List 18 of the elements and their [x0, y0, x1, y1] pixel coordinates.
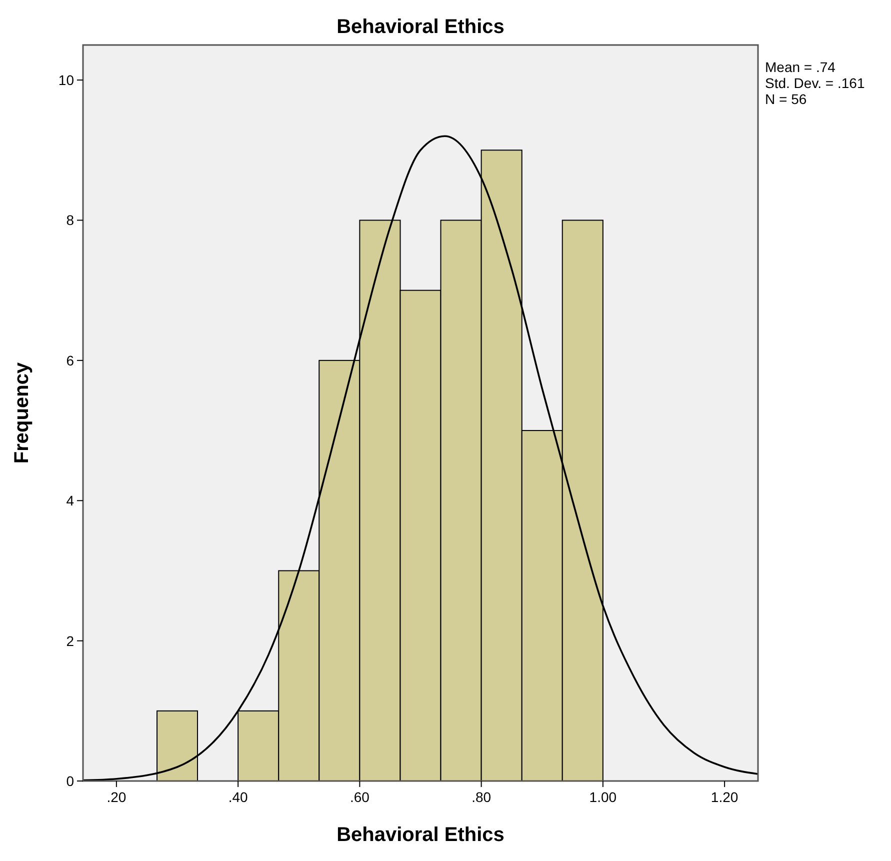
x-axis-title: Behavioral Ethics	[336, 824, 504, 846]
y-tick-label: 0	[66, 773, 74, 789]
y-tick-label: 2	[66, 632, 74, 649]
x-tick-label: .20	[106, 789, 126, 805]
x-tick-label: .80	[472, 789, 492, 805]
text: Mean = .74	[765, 59, 836, 75]
y-tick-label: 10	[58, 72, 74, 88]
y-tick-label: 6	[66, 352, 74, 368]
x-tick-label: 1.00	[589, 789, 617, 805]
x-tick-label: .40	[228, 789, 248, 805]
text: N = 56	[765, 91, 807, 107]
y-tick-label: 8	[66, 212, 74, 228]
x-tick-label: .60	[350, 789, 370, 805]
x-tick-label: 1.20	[710, 789, 738, 805]
text: Std. Dev. = .161	[765, 75, 865, 91]
y-axis-title: Frequency	[11, 362, 33, 464]
chart-title: Behavioral Ethics	[336, 16, 504, 38]
y-tick-label: 4	[66, 492, 74, 509]
